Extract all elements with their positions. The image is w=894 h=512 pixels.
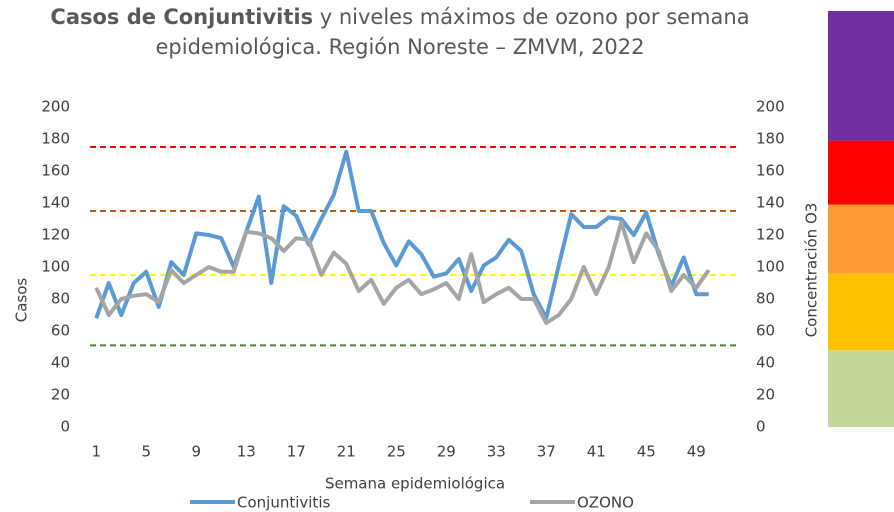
y2-tick-label: 0 [756,418,766,436]
series-line [94,220,711,325]
y-tick-label: 60 [51,322,70,340]
ozone-band [828,350,894,427]
legend-label: Conjuntivitis [237,494,330,512]
y2-tick-label: 200 [756,98,785,116]
y-axis-title: Casos [13,278,31,323]
title-line1: y niveles máximos de ozono por semana [313,5,749,29]
title-bold: Casos de Conjuntivitis [50,5,313,29]
x-axis-title: Semana epidemiológica [325,475,505,493]
y-tick-label: 80 [51,290,70,308]
y-tick-label: 20 [51,386,70,404]
series-line [94,149,709,321]
ozone-band [828,11,894,141]
y-tick-label: 40 [51,354,70,372]
x-tick-label: 5 [141,443,151,461]
x-tick-label: 1 [91,443,101,461]
y2-tick-label: 80 [756,290,775,308]
x-tick-label: 33 [487,443,506,461]
x-tick-label: 13 [237,443,256,461]
x-tick-label: 49 [687,443,706,461]
y-tick-label: 120 [41,226,70,244]
y-tick-label: 140 [41,194,70,212]
y-tick-label: 200 [41,98,70,116]
x-tick-label: 29 [437,443,456,461]
ozone-band [828,204,894,274]
x-tick-label: 41 [587,443,606,461]
y2-tick-label: 140 [756,194,785,212]
y-tick-label: 100 [41,258,70,276]
legend-label: OZONO [577,494,634,512]
chart-title: Casos de Conjuntivitis y niveles máximos… [50,5,749,29]
y2-tick-label: 40 [756,354,775,372]
ozone-band [828,140,894,205]
x-tick-label: 17 [287,443,306,461]
y-tick-label: 180 [41,130,70,148]
y-tick-label: 160 [41,162,70,180]
x-tick-label: 37 [537,443,556,461]
y2-tick-label: 100 [756,258,785,276]
ozone-band [828,273,894,351]
y2-tick-label: 60 [756,322,775,340]
x-tick-label: 9 [191,443,201,461]
y2-tick-label: 160 [756,162,785,180]
x-tick-label: 25 [387,443,406,461]
y2-tick-label: 180 [756,130,785,148]
y2-tick-label: 120 [756,226,785,244]
chart-title-line2: epidemiológica. Región Noreste – ZMVM, 2… [155,35,644,59]
y2-tick-label: 20 [756,386,775,404]
x-tick-label: 45 [637,443,656,461]
x-tick-label: 21 [337,443,356,461]
y2-axis-title: Concentración O3 [803,203,821,338]
y-tick-label: 0 [60,418,70,436]
